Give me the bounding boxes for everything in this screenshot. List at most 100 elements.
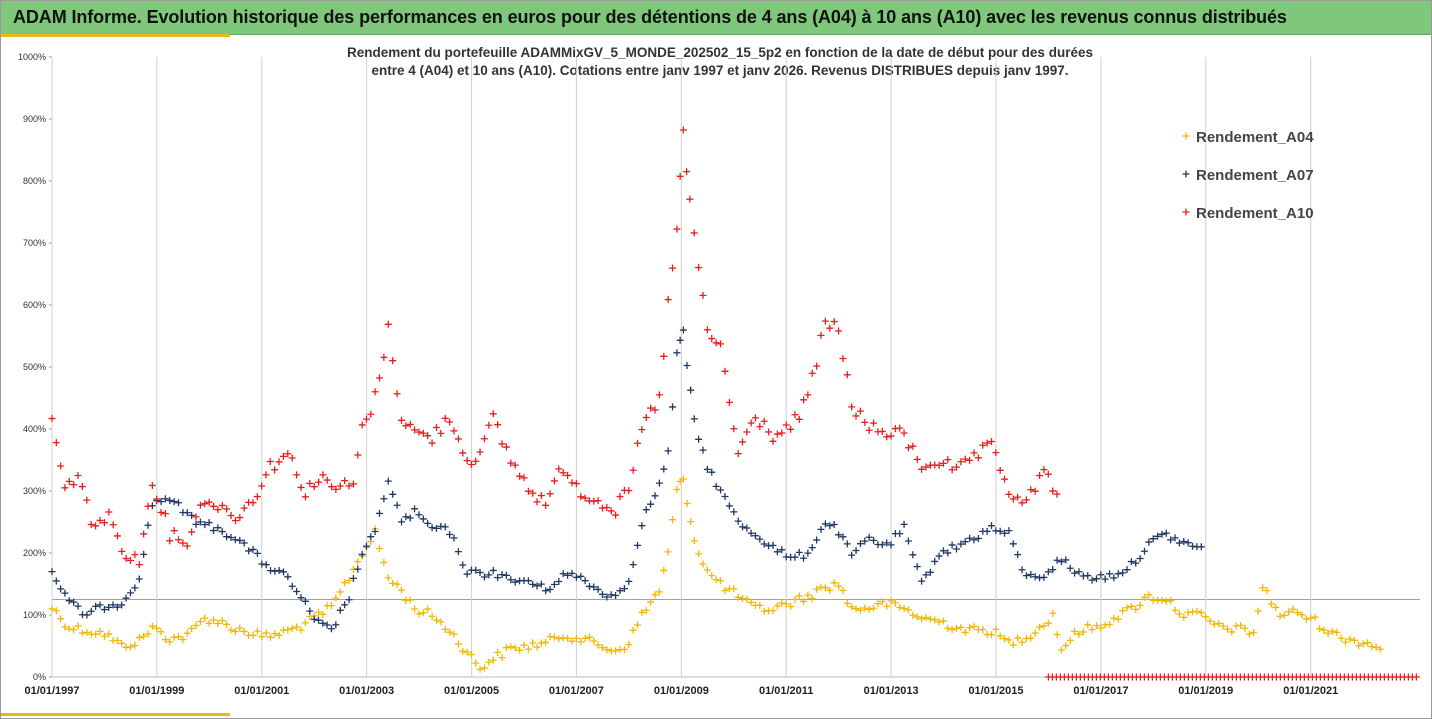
data-point [153,495,161,503]
data-point [183,542,191,550]
data-point [839,533,847,541]
data-point [721,493,729,501]
data-point [70,481,78,489]
data-point [432,616,440,624]
data-point [380,558,388,566]
data-point [642,413,650,421]
data-point [743,524,751,532]
data-point [795,415,803,423]
data-point [687,386,695,394]
data-point [1101,575,1109,583]
data-point [1110,574,1118,582]
data-point [1158,530,1166,538]
data-point [590,583,598,591]
data-point [1145,538,1153,546]
data-point [1162,597,1170,605]
data-point [1027,486,1035,494]
data-point [778,429,786,437]
data-point [1097,571,1105,579]
data-point [450,427,458,435]
data-point [1009,540,1017,548]
data-point [651,591,659,599]
data-point [406,514,414,522]
y-tick-label: 0% [33,672,46,682]
data-point [459,647,467,655]
data-point [1001,529,1009,537]
data-point [804,591,812,599]
data-point [690,229,698,237]
data-point [1005,490,1013,498]
data-point [218,528,226,536]
data-point [769,607,777,615]
data-point [1154,532,1162,540]
data-point [279,452,287,460]
data-point [188,511,196,519]
data-point [734,593,742,601]
data-point [375,374,383,382]
data-point [1149,535,1157,543]
data-point [800,554,808,562]
series-Rendement_A10 [48,126,1061,569]
data-point [664,447,672,455]
data-point [83,628,91,636]
data-point [1049,566,1057,574]
data-point [625,487,633,495]
data-point [683,362,691,370]
data-point [673,485,681,493]
data-point [896,604,904,612]
data-point [634,541,642,549]
data-point [524,645,532,653]
data-point [717,486,725,494]
data-point [1066,564,1074,572]
data-point [472,457,480,465]
data-point [773,548,781,556]
data-point [480,435,488,443]
data-point [1302,615,1310,623]
x-tick-label: 01/01/2011 [759,685,813,697]
data-point [271,466,279,474]
data-point [411,605,419,613]
data-point [612,592,620,600]
data-point [1027,570,1035,578]
data-point [1018,499,1026,507]
data-point [607,591,615,599]
data-point [1036,623,1044,631]
data-point [301,597,309,605]
data-point [988,522,996,530]
data-point [258,560,266,568]
data-point [935,461,943,469]
data-point [284,626,292,634]
data-point [65,625,73,633]
data-point [489,656,497,664]
data-point [389,490,397,498]
data-point [170,498,178,506]
data-point [227,533,235,541]
data-point [1001,475,1009,483]
data-point [634,439,642,447]
data-point [398,518,406,526]
data-point [581,634,589,642]
data-point [612,511,620,519]
data-point [1337,634,1345,642]
data-point [533,643,541,651]
data-point [1167,536,1175,544]
data-point [961,538,969,546]
data-point [227,512,235,520]
data-point [83,611,91,619]
header-bar: ADAM Informe. Evolution historique des p… [1,1,1431,35]
data-point [446,530,454,538]
data-point [485,571,493,579]
data-point [839,587,847,595]
data-point [913,455,921,463]
data-point [183,509,191,517]
data-point [463,457,471,465]
data-point [739,438,747,446]
data-point [332,594,340,602]
data-point [865,605,873,613]
chart-subtitle-line2: entre 4 (A04) et 10 ans (A10). Cotations… [371,63,1069,78]
data-point [489,410,497,418]
data-point [118,547,126,555]
data-point [266,457,274,465]
data-point [240,627,248,635]
data-point [861,604,869,612]
